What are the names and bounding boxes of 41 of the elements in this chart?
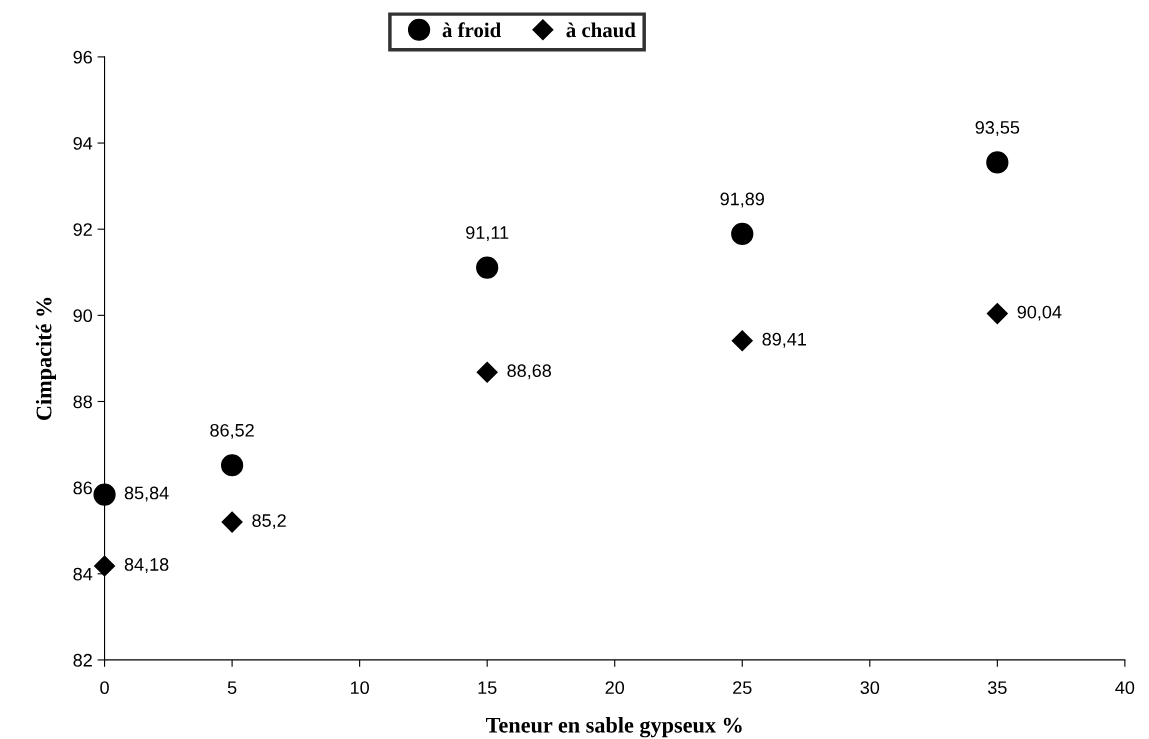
data-label: 90,04 xyxy=(1017,305,1062,321)
x-tick-label: 5 xyxy=(227,681,237,695)
y-tick-label: 82 xyxy=(73,653,92,667)
point xyxy=(986,151,1009,174)
y-axis-title: Cimpacité % xyxy=(35,297,57,420)
point xyxy=(220,454,244,477)
data-label: 91,11 xyxy=(466,226,509,242)
data-label: 93,55 xyxy=(975,121,1020,136)
x-tick-label: 40 xyxy=(1115,681,1135,695)
y-tick-label: 84 xyxy=(73,567,93,581)
data-label: 85,84 xyxy=(124,486,169,502)
legend-label: à froid xyxy=(442,22,501,38)
x-tick-label: 20 xyxy=(605,681,625,695)
x-tick-label: 35 xyxy=(987,681,1007,695)
x-tick-label: 10 xyxy=(350,681,369,695)
data-label: 85,2 xyxy=(252,514,286,530)
data-label: 84,18 xyxy=(124,558,169,574)
y-tick-label: 86 xyxy=(73,481,92,495)
y-tick-label: 96 xyxy=(73,50,92,64)
x-tick-label: 30 xyxy=(860,681,880,695)
data-label: 89,41 xyxy=(762,332,806,348)
point xyxy=(986,303,1008,325)
x-tick-label: 0 xyxy=(100,681,109,695)
point xyxy=(94,555,116,577)
data-label: 86,52 xyxy=(210,423,254,439)
y-tick-label: 90 xyxy=(73,309,93,323)
y-tick-label: 94 xyxy=(73,136,93,150)
point xyxy=(731,330,753,352)
point xyxy=(476,361,498,383)
y-tick-label: 92 xyxy=(73,223,92,236)
point xyxy=(731,222,754,246)
point xyxy=(221,511,243,533)
point xyxy=(93,483,116,506)
x-tick-label: 25 xyxy=(733,681,752,695)
x-axis-title: Teneur en sable gypseux % xyxy=(486,717,742,738)
x-tick-label: 15 xyxy=(478,681,497,695)
point xyxy=(476,256,499,279)
y-tick-label: 88 xyxy=(73,395,92,409)
legend-label: à chaud xyxy=(566,22,636,38)
data-label: 88,68 xyxy=(507,364,552,380)
data-label: 91,89 xyxy=(720,192,764,208)
